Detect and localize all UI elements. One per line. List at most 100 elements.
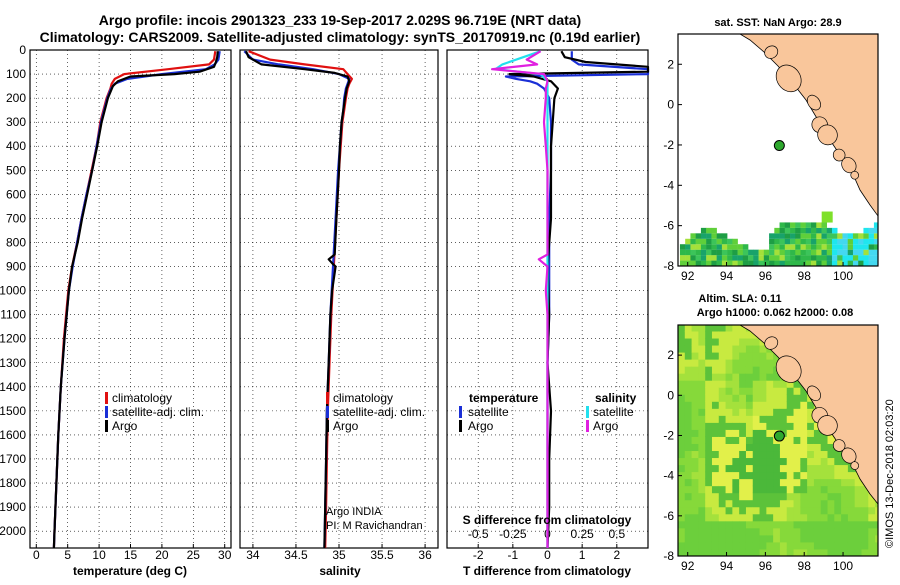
sst-cell [763, 255, 770, 261]
sst-cell [805, 233, 812, 239]
sla-cell [725, 408, 734, 416]
sst-cell [732, 260, 738, 266]
sla-cell [752, 338, 761, 346]
sla-cell [718, 366, 727, 374]
sla-cell [861, 499, 869, 508]
sst-cell [837, 255, 843, 261]
legend-s-argo: Argo [593, 419, 619, 433]
sla-cell [705, 380, 713, 388]
sla-cell [711, 478, 720, 487]
sla-cell [786, 499, 795, 508]
sla-cell [732, 471, 740, 480]
sla-cell [800, 471, 808, 480]
sla-cell [705, 352, 713, 360]
sla-cell [820, 457, 829, 466]
sla-cell [786, 429, 795, 437]
sla-cell [820, 499, 829, 508]
sst-cell [711, 244, 717, 250]
sla-cell [745, 380, 754, 388]
sst-cell [826, 249, 833, 256]
sla-cell [786, 520, 795, 529]
sla-cell [684, 401, 693, 409]
sla-cell [698, 338, 706, 346]
sst-cell [868, 238, 875, 245]
sla-cell [766, 534, 774, 543]
sla-cell [807, 464, 815, 473]
sla-cell [732, 450, 740, 459]
sla-cell [705, 443, 713, 452]
sst-cell [742, 255, 749, 261]
sla-cell [691, 429, 700, 437]
sla-cell [745, 345, 754, 353]
sla-cell [875, 527, 878, 536]
sla-cell [807, 513, 815, 522]
sla-cell [678, 506, 686, 515]
sla-cell [711, 513, 720, 522]
sla-cell [759, 408, 768, 416]
sst-cell [847, 233, 854, 239]
sla-cell [875, 513, 878, 522]
sst-cell [790, 249, 796, 256]
sla-cell [752, 492, 761, 501]
sst-cell [784, 222, 791, 228]
sst-cell [795, 244, 801, 250]
sla-cell [793, 443, 802, 452]
sla-cell [827, 541, 836, 550]
sla-cell [786, 422, 795, 430]
sla-cell [759, 450, 768, 459]
sla-cell [705, 422, 713, 430]
sla-cell [684, 345, 693, 353]
sst-cell [868, 233, 875, 239]
sst-cell [868, 227, 875, 234]
sla-cell [745, 331, 754, 339]
sla-cell [732, 338, 740, 346]
sla-cell [779, 464, 788, 473]
sla-cell [739, 436, 747, 444]
lon-tick-label: 98 [798, 559, 812, 573]
sla-cell [786, 548, 795, 556]
sla-cell [759, 485, 768, 494]
sla-cell [834, 527, 842, 536]
sst-cell [716, 249, 723, 256]
sla-cell [745, 471, 754, 480]
s-difference-tick-label: 0.25 [570, 527, 594, 541]
sst-cell [868, 249, 875, 256]
sst-cell [816, 238, 822, 245]
sla-cell [827, 450, 836, 459]
sst-cell [795, 260, 801, 266]
sla-cell [759, 513, 768, 522]
sla-cell [684, 408, 693, 416]
sla-cell [745, 506, 754, 515]
sla-cell [684, 366, 693, 374]
sla-cell [739, 387, 747, 395]
sla-cell [766, 520, 774, 529]
sst-cell [727, 255, 733, 261]
sla-cell [678, 345, 686, 353]
sla-cell [725, 436, 734, 444]
sla-cell [807, 485, 815, 494]
sla-cell [711, 394, 720, 402]
sla-cell [773, 520, 781, 529]
sla-cell [854, 534, 863, 543]
sla-cell [705, 345, 713, 353]
sla-cell [813, 485, 822, 494]
depth-tick-label: 200 [6, 91, 26, 105]
sla-cell [705, 478, 713, 487]
x-tick-label: 25 [187, 548, 201, 562]
sla-cell [868, 513, 876, 522]
depth-tick-label: 500 [6, 163, 26, 177]
sla-cell [752, 359, 761, 367]
sst-map-panel: sat. SST: NaN Argo: 28.9 92 94 96 98 100 2 0 -… [663, 17, 879, 283]
sla-cell [732, 443, 740, 452]
legend-swatch-climatology [105, 392, 108, 404]
sla-cell [766, 527, 774, 536]
depth-tick-label: 0 [19, 43, 26, 57]
sla-cell [691, 408, 700, 416]
sla-cell [739, 325, 747, 332]
island [806, 385, 821, 402]
sla-cell [773, 471, 781, 480]
sla-cell [684, 422, 693, 430]
sla-cell [678, 325, 686, 332]
annotation-pi: PI: M Ravichandran [326, 520, 423, 532]
sla-cell [786, 506, 795, 515]
